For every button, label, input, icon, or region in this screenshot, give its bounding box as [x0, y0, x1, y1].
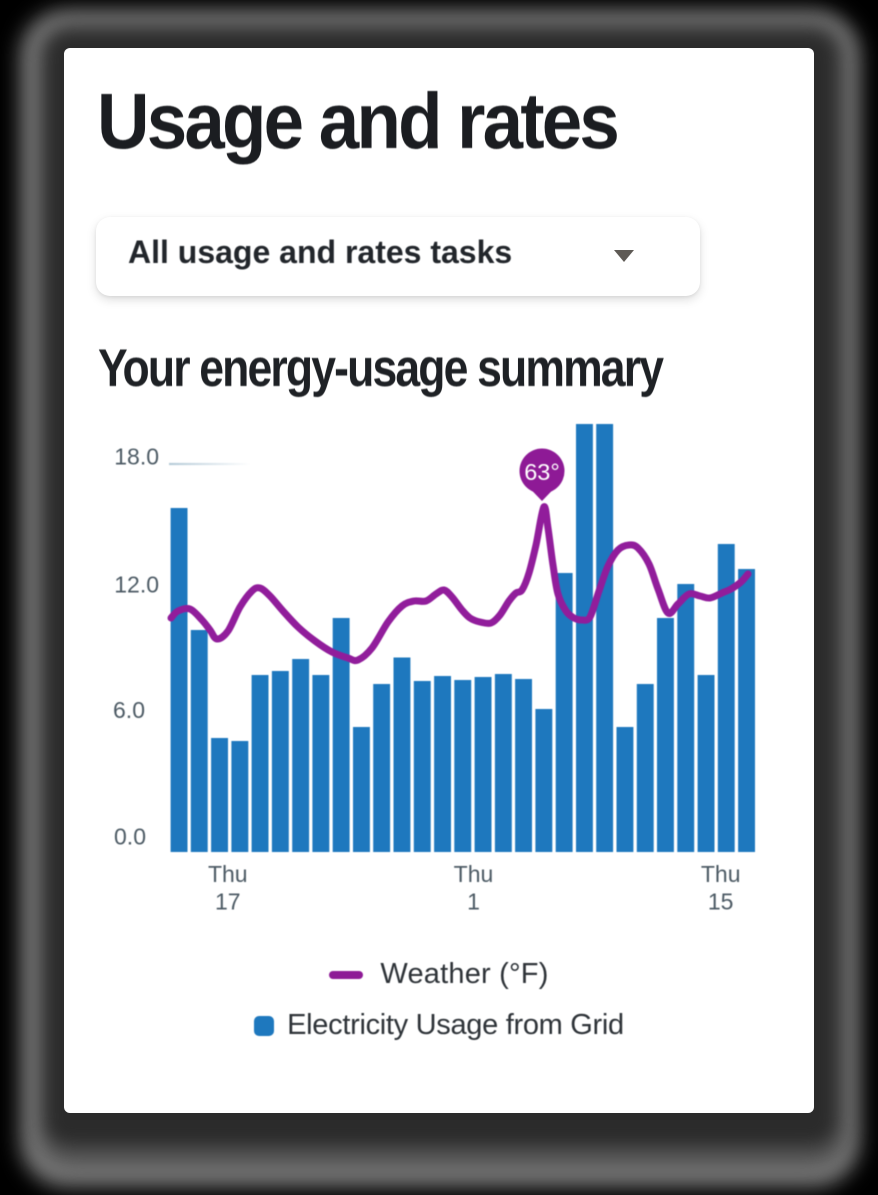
- svg-text:63°: 63°: [524, 459, 560, 485]
- svg-text:1: 1: [467, 888, 480, 914]
- svg-text:12.0: 12.0: [114, 571, 159, 597]
- svg-text:17: 17: [215, 888, 241, 914]
- svg-text:Thu: Thu: [208, 861, 248, 887]
- svg-text:0.0: 0.0: [114, 824, 146, 850]
- svg-text:18.0: 18.0: [114, 443, 159, 469]
- svg-text:Thu: Thu: [701, 861, 741, 887]
- svg-text:Thu: Thu: [454, 861, 494, 887]
- svg-text:6.0: 6.0: [113, 697, 145, 723]
- svg-text:15: 15: [708, 888, 734, 914]
